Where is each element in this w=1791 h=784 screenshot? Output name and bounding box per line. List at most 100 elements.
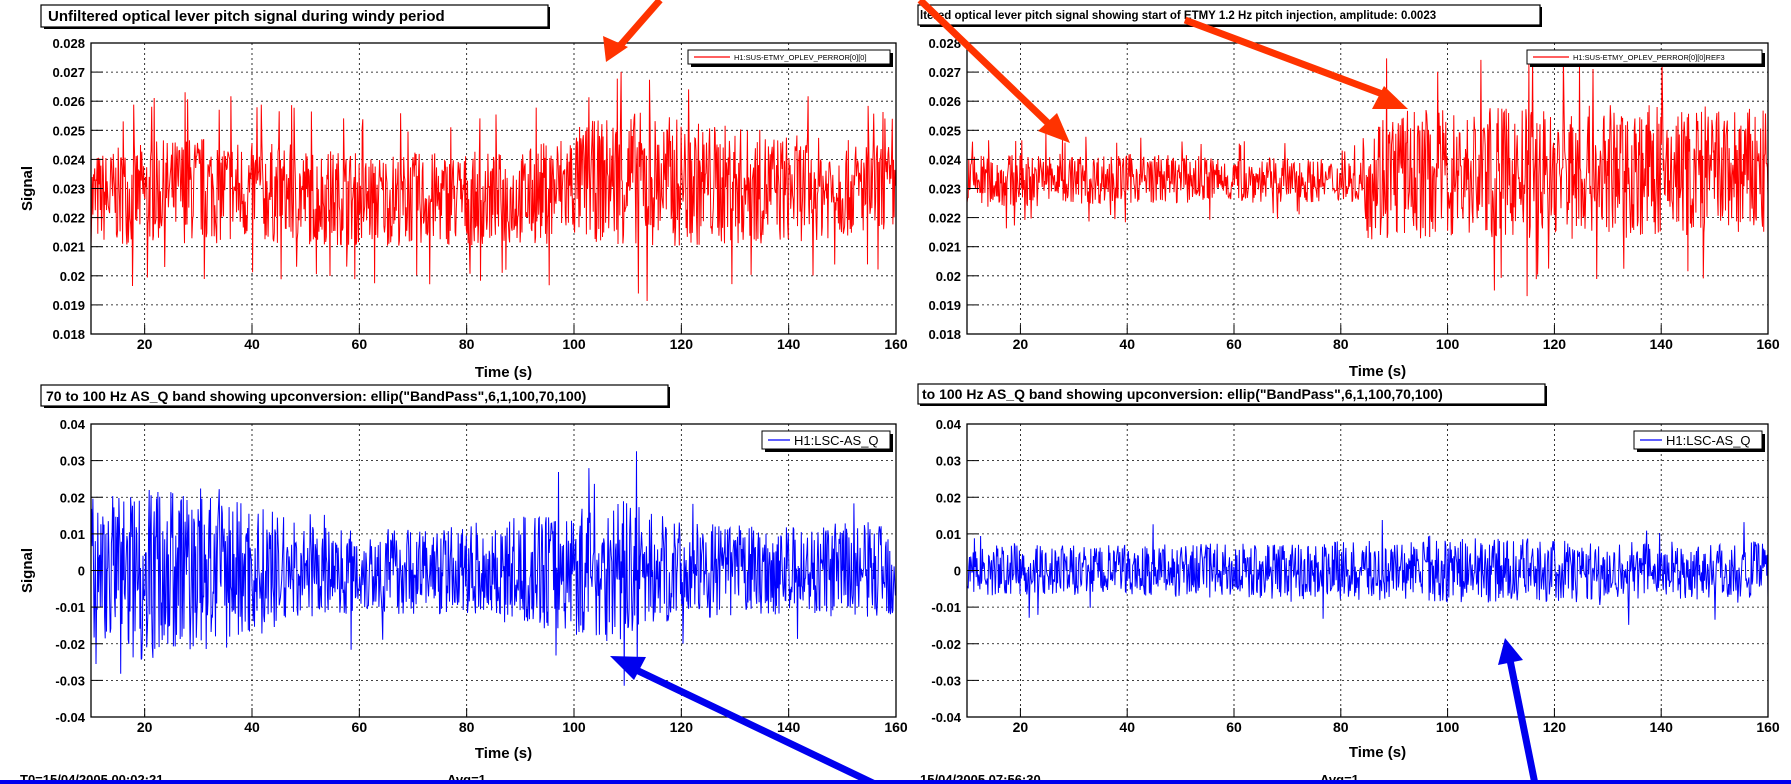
x-tick-label: 100 xyxy=(1436,719,1460,735)
y-tick-label: -0.03 xyxy=(931,673,961,688)
y-tick-label: 0.026 xyxy=(928,94,961,109)
x-tick-label: 140 xyxy=(777,719,801,735)
y-tick-label: 0 xyxy=(78,564,85,579)
y-tick-label: 0.028 xyxy=(928,36,961,51)
y-tick-label: 0.024 xyxy=(52,152,85,167)
y-tick-label: 0.025 xyxy=(928,123,961,138)
y-tick-label: 0.02 xyxy=(936,269,961,284)
y-tick-label: -0.02 xyxy=(931,637,961,652)
x-axis-label: Time (s) xyxy=(1349,363,1406,380)
x-tick-label: 20 xyxy=(137,719,153,735)
x-tick-label: 100 xyxy=(562,719,586,735)
x-tick-label: 160 xyxy=(1756,719,1780,735)
y-tick-label: -0.04 xyxy=(55,710,85,725)
panel-title-3: to 100 Hz AS_Q band showing upconversion… xyxy=(922,386,1443,402)
y-axis-label: Signal xyxy=(19,166,36,211)
y-tick-label: 0.04 xyxy=(60,417,86,432)
x-tick-label: 120 xyxy=(1543,719,1567,735)
legend: H1:LSC-AS_Q xyxy=(761,430,893,452)
x-tick-label: 120 xyxy=(670,336,694,352)
x-tick-label: 160 xyxy=(884,719,908,735)
panel-title-1: ltered optical lever pitch signal showin… xyxy=(920,10,1436,22)
y-tick-label: 0.019 xyxy=(928,298,961,313)
y-tick-label: 0.018 xyxy=(52,327,85,342)
y-tick-label: -0.01 xyxy=(55,600,85,615)
x-tick-label: 100 xyxy=(1436,336,1460,352)
y-tick-label: 0.021 xyxy=(928,240,961,255)
x-tick-label: 80 xyxy=(459,719,475,735)
y-tick-label: 0.028 xyxy=(52,36,85,51)
y-tick-label: 0.03 xyxy=(936,454,961,469)
red-arrow-top-right-b xyxy=(1183,16,1408,109)
y-tick-label: 0.018 xyxy=(928,327,961,342)
y-tick-label: 0.026 xyxy=(52,94,85,109)
x-tick-label: 20 xyxy=(137,336,153,352)
y-tick-label: 0.024 xyxy=(928,152,961,167)
y-axis-label: Signal xyxy=(19,548,36,593)
y-tick-label: 0.027 xyxy=(928,65,961,80)
red-arrow-top-left xyxy=(603,0,663,62)
legend: H1:LSC-AS_Q xyxy=(1633,430,1765,452)
y-tick-label: 0.01 xyxy=(936,527,961,542)
y-tick-label: 0.022 xyxy=(928,211,961,226)
y-tick-label: 0.01 xyxy=(60,527,85,542)
x-tick-label: 80 xyxy=(1333,336,1349,352)
series-line xyxy=(967,54,1768,297)
footer: T0=15/04/2005 00:02:21 Avg=1 15/04/2005 … xyxy=(0,772,1791,784)
x-tick-label: 120 xyxy=(1543,336,1567,352)
legend-label: H1:SUS-ETMY_OPLEV_PERROR[0][0]REF3 xyxy=(1573,53,1725,62)
legend: H1:SUS-ETMY_OPLEV_PERROR[0][0] xyxy=(687,49,893,67)
y-tick-label: 0.027 xyxy=(52,65,85,80)
x-tick-label: 40 xyxy=(1119,336,1135,352)
x-axis-label: Time (s) xyxy=(475,364,532,381)
y-tick-label: 0.023 xyxy=(928,182,961,197)
y-tick-label: 0.025 xyxy=(52,123,85,138)
blue-arrow-bottom-right xyxy=(1498,638,1539,784)
y-tick-label: 0.02 xyxy=(60,269,85,284)
y-tick-label: -0.02 xyxy=(55,637,85,652)
x-tick-label: 20 xyxy=(1013,336,1029,352)
panel-title-box-1: ltered optical lever pitch signal showin… xyxy=(917,4,1542,27)
chart-panel-asq-band-injection: 20 40 60 80 100 120 140 160 -0.04 -0.03 -0.02 -0.01… xyxy=(931,417,1780,761)
panel-title-2: 70 to 100 Hz AS_Q band showing upconvers… xyxy=(46,388,586,404)
y-tick-label: -0.04 xyxy=(931,710,961,725)
series-line xyxy=(91,451,896,686)
x-tick-label: 40 xyxy=(244,719,260,735)
y-tick-label: 0 xyxy=(954,564,961,579)
legend-label: H1:SUS-ETMY_OPLEV_PERROR[0][0] xyxy=(734,53,867,62)
y-tick-label: 0.022 xyxy=(52,211,85,226)
x-tick-label: 80 xyxy=(459,336,475,352)
x-tick-label: 40 xyxy=(244,336,260,352)
x-tick-label: 120 xyxy=(670,719,694,735)
x-tick-label: 140 xyxy=(1650,336,1674,352)
y-tick-label: 0.021 xyxy=(52,240,85,255)
x-tick-label: 40 xyxy=(1119,719,1135,735)
panel-title-box-3: to 100 Hz AS_Q band showing upconversion… xyxy=(917,383,1547,406)
y-tick-label: 0.03 xyxy=(60,454,85,469)
legend-label: H1:LSC-AS_Q xyxy=(1666,433,1751,448)
y-tick-label: 0.02 xyxy=(60,490,85,505)
x-tick-label: 60 xyxy=(1226,719,1242,735)
x-tick-label: 20 xyxy=(1013,719,1029,735)
grid-lines xyxy=(91,43,896,334)
chart-panel-injection-pitch: 20 40 60 80 100 120 140 160 0.018 0.019 0.02 0.021 0… xyxy=(928,36,1779,380)
x-tick-label: 60 xyxy=(1226,336,1242,352)
panel-title-box-2: 70 to 100 Hz AS_Q band showing upconvers… xyxy=(40,384,670,408)
x-tick-label: 60 xyxy=(352,336,368,352)
x-tick-label: 160 xyxy=(1756,336,1780,352)
annotation-arrows xyxy=(603,0,1539,784)
y-tick-label: 0.019 xyxy=(52,298,85,313)
x-tick-label: 60 xyxy=(352,719,368,735)
blue-arrow-bottom-left xyxy=(610,656,877,784)
panel-title-0: Unfiltered optical lever pitch signal du… xyxy=(48,8,445,25)
x-tick-label: 140 xyxy=(1650,719,1674,735)
x-tick-label: 160 xyxy=(884,336,908,352)
series-line xyxy=(967,519,1768,625)
panel-title-box-0: Unfiltered optical lever pitch signal du… xyxy=(40,4,550,29)
y-tick-label: -0.03 xyxy=(55,673,85,688)
y-tick-label: 0.04 xyxy=(936,417,962,432)
legend: H1:SUS-ETMY_OPLEV_PERROR[0][0]REF3 xyxy=(1526,49,1765,67)
x-tick-label: 80 xyxy=(1333,719,1349,735)
x-tick-label: 100 xyxy=(562,336,586,352)
